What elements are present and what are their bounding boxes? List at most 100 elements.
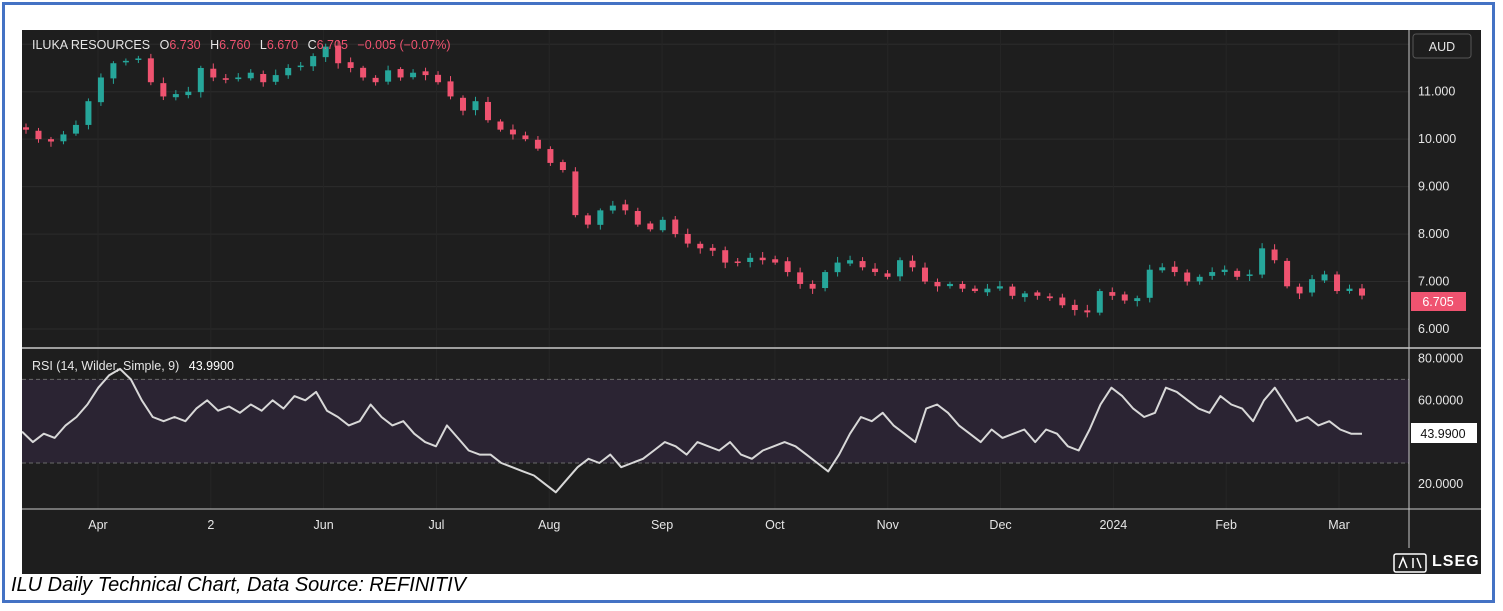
candle-body xyxy=(1034,292,1041,296)
rsi-axis: 80.0000 60.0000 20.0000 xyxy=(1418,351,1463,490)
rsi-overbought-oversold-band xyxy=(22,379,1409,463)
candle-body xyxy=(1309,279,1316,293)
open-label: O xyxy=(160,38,170,52)
candle-body xyxy=(584,215,591,225)
svg-text:ILUKA RESOURCES O6.730: ILUKA RESOURCES O6.730 H6.760 L6.670 C6.… xyxy=(32,38,451,52)
candle-body xyxy=(197,67,204,93)
candle-body xyxy=(435,74,442,83)
candle-body xyxy=(1121,294,1128,301)
time-tick-label: Jun xyxy=(314,518,334,532)
change-value: −0.005 (−0.07%) xyxy=(357,38,450,52)
time-tick-label: Dec xyxy=(989,518,1011,532)
candle-body xyxy=(1359,288,1365,296)
candle-body xyxy=(147,58,154,83)
candle-body xyxy=(1321,274,1328,281)
candle-body xyxy=(1021,293,1028,298)
high-value: 6.760 xyxy=(219,38,250,52)
candle-body xyxy=(1096,291,1103,313)
figure-frame xyxy=(2,2,1495,603)
candle-body xyxy=(122,60,129,63)
candle-body xyxy=(996,286,1003,289)
candle-body xyxy=(1246,274,1253,276)
currency-label: AUD xyxy=(1429,40,1455,54)
candle-body xyxy=(347,62,354,68)
candle-body xyxy=(897,260,904,277)
candle-body xyxy=(210,68,217,78)
candle-body xyxy=(447,81,454,97)
candle-body xyxy=(1084,310,1091,313)
candle-body xyxy=(110,63,117,79)
candle-body xyxy=(1334,274,1341,292)
price-tick-label: 8.000 xyxy=(1418,227,1449,241)
candle-body xyxy=(222,78,229,80)
time-tick-label: Oct xyxy=(765,518,785,532)
candle-body xyxy=(534,139,541,149)
candle-body xyxy=(385,70,392,82)
candle-body xyxy=(235,77,242,80)
candle-body xyxy=(734,261,741,263)
candle-body xyxy=(360,67,367,78)
candle-body xyxy=(1209,272,1216,276)
candle-body xyxy=(1184,272,1191,282)
candle-body xyxy=(422,71,429,76)
candle-body xyxy=(1059,297,1066,306)
candle-body xyxy=(509,129,516,135)
candle-body xyxy=(747,257,754,262)
time-tick-label: 2024 xyxy=(1099,518,1127,532)
candle-body xyxy=(1196,276,1203,282)
candle-body xyxy=(247,72,254,79)
candle-body xyxy=(472,101,479,111)
open-value: 6.730 xyxy=(169,38,200,52)
candle-body xyxy=(847,260,854,264)
figure-caption: ILU Daily Technical Chart, Data Source: … xyxy=(11,574,466,596)
currency-button[interactable] xyxy=(1412,33,1472,59)
lseg-emblem-icon xyxy=(1393,553,1427,573)
candle-body xyxy=(822,272,829,289)
candle-body xyxy=(697,243,704,249)
candle-body xyxy=(497,121,504,130)
close-value: 6.705 xyxy=(317,38,348,52)
candle-body xyxy=(484,101,491,121)
candle-body xyxy=(47,139,54,142)
candle-body xyxy=(1284,260,1291,287)
candle-body xyxy=(172,94,179,98)
candle-body xyxy=(946,283,953,287)
candle-body xyxy=(772,259,779,263)
candle-body xyxy=(35,130,42,140)
candle-body xyxy=(1134,298,1141,302)
candle-body xyxy=(185,91,192,96)
candle-body xyxy=(647,223,654,230)
svg-text:RSI (14, Wilder, Simple, 9): RSI (14, Wilder, Simple, 9) 43.9900 xyxy=(32,359,234,373)
candle-body xyxy=(672,219,679,235)
candle-body xyxy=(659,219,666,231)
time-tick-label: Sep xyxy=(651,518,673,532)
candle-body xyxy=(622,204,629,211)
candle-body xyxy=(1221,269,1228,272)
time-tick-label: Nov xyxy=(877,518,900,532)
candle-body xyxy=(335,45,342,64)
price-tick-label: 6.000 xyxy=(1418,322,1449,336)
candle-body xyxy=(909,260,916,268)
time-tick-label: Mar xyxy=(1328,518,1350,532)
candle-body xyxy=(884,273,891,277)
last-price-tag xyxy=(1411,292,1466,311)
candle-body xyxy=(60,134,67,142)
candle-body xyxy=(260,74,267,83)
logo-bar xyxy=(22,548,1481,574)
candle-body xyxy=(722,250,729,263)
candle-body xyxy=(1109,292,1116,296)
candle-body xyxy=(1159,267,1166,271)
candle-body xyxy=(547,149,554,163)
candle-body xyxy=(272,75,279,82)
candle-body xyxy=(709,247,716,251)
candle-body xyxy=(297,65,304,68)
candle-body xyxy=(784,261,791,273)
candlestick-series xyxy=(23,40,1365,318)
candle-body xyxy=(285,67,292,76)
candle-body xyxy=(971,288,978,292)
candle-body xyxy=(559,162,566,171)
candle-body xyxy=(1296,286,1303,294)
candle-body xyxy=(797,272,804,284)
time-axis: Apr 2 Jun Jul Aug Sep Oct Nov Dec 2024 Feb Mar xyxy=(88,518,1349,532)
